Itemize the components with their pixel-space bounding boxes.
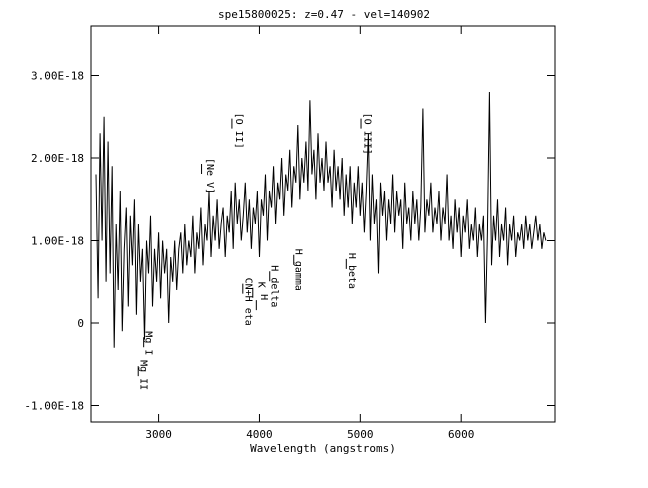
y-tick-label: 2.00E-18 [31, 152, 84, 165]
line-marker: [O III] [360, 113, 372, 155]
plot-area [90, 25, 556, 423]
line-marker-label: [O III] [361, 113, 372, 155]
line-marker-label: K [255, 282, 266, 288]
line-marker-label: H gamma [293, 249, 304, 291]
line-marker-label: Mg II [137, 360, 148, 390]
spectrum-series [95, 91, 547, 348]
line-marker-label: H beta [346, 253, 357, 289]
line-marker: [Ne V] [201, 158, 215, 194]
y-tick-label: 0 [77, 317, 84, 330]
line-marker-label: CN+H eta [242, 278, 253, 326]
line-marker: Mg II [137, 360, 148, 390]
spectrum-line [95, 91, 547, 348]
y-tick-label: 3.00E-18 [31, 70, 84, 83]
line-marker: H [255, 294, 269, 311]
line-marker: CN+H eta [242, 278, 253, 326]
line-marker-label: [Ne V] [204, 158, 215, 194]
y-tick-label: 1.00E-18 [31, 235, 84, 248]
line-markers: Mg I Mg II [Ne V] [O II] CN+H eta KH H delta H … [137, 113, 372, 391]
y-tick-label: -1.00E-18 [24, 400, 84, 413]
x-tick-label: 6000 [448, 428, 475, 441]
x-tick-label: 5000 [347, 428, 374, 441]
line-marker-label: [O II] [233, 113, 244, 149]
line-marker: Mg I [142, 331, 153, 355]
line-marker-label: H delta [269, 265, 280, 307]
line-marker-label: Mg I [142, 331, 153, 355]
x-tick-label: 4000 [246, 428, 273, 441]
axis-ticks: 3000 4000 5000 6000 3.00E-18 2.00E-18 1.00E-18… [24, 26, 555, 441]
line-marker-label: H [258, 294, 269, 300]
x-tick-label: 3000 [145, 428, 172, 441]
line-marker: H beta [345, 253, 357, 289]
line-marker: H delta [269, 265, 280, 307]
x-axis-title: Wavelength (angstroms) [250, 442, 396, 455]
line-marker: [O II] [231, 113, 244, 149]
chart-title: spe15800025: z=0.47 - vel=140902 [218, 8, 430, 21]
plot-frame [90, 25, 556, 423]
line-marker: K [252, 282, 266, 298]
line-marker: H gamma [293, 249, 304, 291]
